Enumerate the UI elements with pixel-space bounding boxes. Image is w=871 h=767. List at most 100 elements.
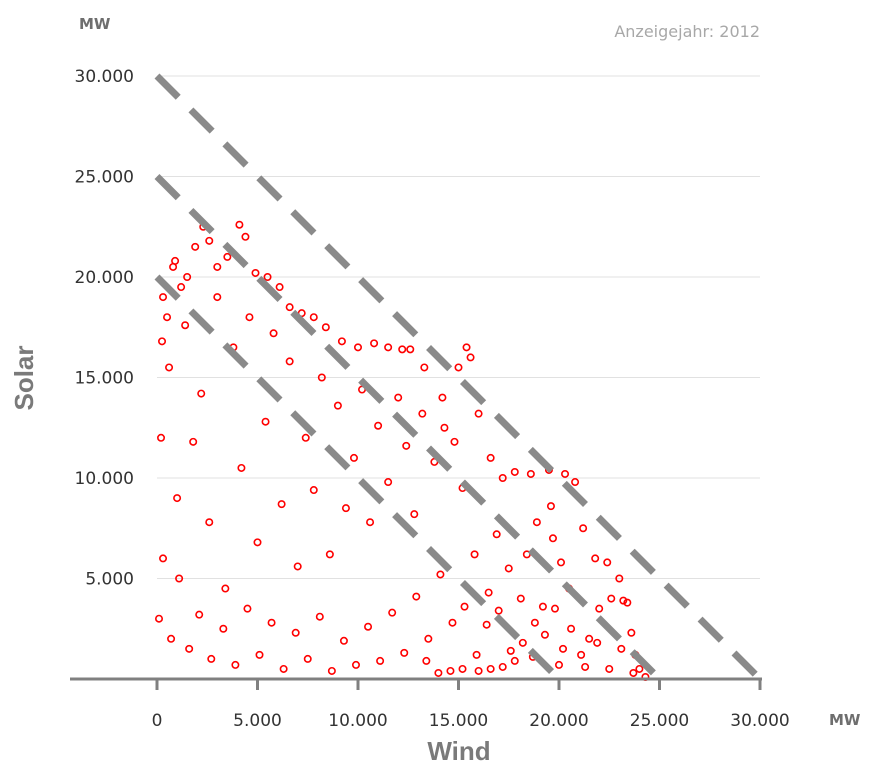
data-point — [460, 602, 469, 611]
data-point — [486, 453, 495, 462]
data-point — [255, 650, 264, 659]
data-point — [267, 618, 276, 627]
y-tick-label: 25.000 — [75, 168, 134, 188]
data-point — [585, 634, 594, 643]
data-point — [436, 570, 445, 579]
data-point — [518, 638, 527, 647]
data-point — [171, 256, 180, 265]
data-point — [339, 636, 348, 645]
y-tick-labels: 5.000 10.000 15.000 20.000 25.000 30.000 — [75, 67, 134, 590]
data-point — [462, 343, 471, 352]
data-point — [285, 357, 294, 366]
data-point — [159, 554, 168, 563]
reference-lines — [154, 73, 763, 682]
data-point — [458, 664, 467, 673]
data-point — [341, 504, 350, 513]
data-point — [482, 620, 491, 629]
x-tick-label: 20.000 — [529, 711, 588, 731]
data-point — [474, 666, 483, 675]
data-point — [434, 668, 443, 677]
data-point — [420, 363, 429, 372]
data-point — [231, 660, 240, 669]
data-point — [629, 668, 638, 677]
x-tick-label: 30.000 — [730, 711, 789, 731]
y-tick-label: 5.000 — [85, 570, 134, 590]
data-point — [317, 373, 326, 382]
data-point — [353, 343, 362, 352]
x-tick-label: 15.000 — [429, 711, 488, 731]
data-point — [157, 433, 166, 442]
data-point — [189, 437, 198, 446]
gridlines — [157, 75, 760, 579]
data-point — [504, 564, 513, 573]
data-point — [440, 423, 449, 432]
data-point — [235, 220, 244, 229]
data-point — [466, 353, 475, 362]
data-point — [546, 502, 555, 511]
data-point — [370, 339, 379, 348]
data-point — [398, 345, 407, 354]
data-point — [165, 363, 174, 372]
data-point — [593, 638, 602, 647]
data-point — [561, 469, 570, 478]
data-point — [213, 293, 222, 302]
data-point — [603, 558, 612, 567]
data-point — [484, 588, 493, 597]
reference-line — [154, 174, 662, 682]
data-point — [279, 664, 288, 673]
data-point — [530, 618, 539, 627]
data-point — [291, 628, 300, 637]
data-point — [158, 337, 167, 346]
data-point — [374, 421, 383, 430]
axes — [70, 677, 762, 690]
x-tick-label: 5.000 — [233, 711, 282, 731]
data-point — [567, 624, 576, 633]
data-point — [301, 433, 310, 442]
data-point — [163, 313, 172, 322]
data-point — [275, 283, 284, 292]
data-point — [327, 666, 336, 675]
data-point — [581, 662, 590, 671]
data-point — [516, 594, 525, 603]
data-point — [243, 604, 252, 613]
data-point — [418, 409, 427, 418]
data-point — [205, 518, 214, 527]
data-point — [538, 602, 547, 611]
x-axis-title: Wind — [427, 736, 490, 766]
data-point — [237, 463, 246, 472]
data-point — [615, 574, 624, 583]
data-point — [263, 272, 272, 281]
data-point — [197, 389, 206, 398]
data-point — [213, 262, 222, 271]
y-axis-title: Solar — [9, 345, 39, 410]
data-point — [351, 660, 360, 669]
data-point — [540, 630, 549, 639]
data-point — [526, 469, 535, 478]
data-point — [595, 604, 604, 613]
data-point — [557, 558, 566, 567]
data-point — [293, 562, 302, 571]
data-point — [412, 592, 421, 601]
y-tick-label: 10.000 — [75, 469, 134, 489]
data-point — [384, 343, 393, 352]
data-point — [364, 622, 373, 631]
data-point — [285, 303, 294, 312]
data-point — [550, 604, 559, 613]
data-point — [635, 664, 644, 673]
data-point — [438, 393, 447, 402]
data-point — [424, 634, 433, 643]
data-point — [219, 624, 228, 633]
x-unit-label: MW — [829, 711, 861, 729]
data-point — [251, 268, 260, 277]
data-point — [245, 313, 254, 322]
data-point — [605, 664, 614, 673]
data-point — [175, 574, 184, 583]
x-tick-labels: 0 5.000 10.000 15.000 20.000 25.000 30.000 — [152, 711, 790, 731]
data-point — [448, 618, 457, 627]
data-point — [579, 524, 588, 533]
data-point — [376, 656, 385, 665]
data-point — [207, 654, 216, 663]
data-point — [159, 293, 168, 302]
data-point — [253, 538, 262, 547]
data-point — [548, 534, 557, 543]
